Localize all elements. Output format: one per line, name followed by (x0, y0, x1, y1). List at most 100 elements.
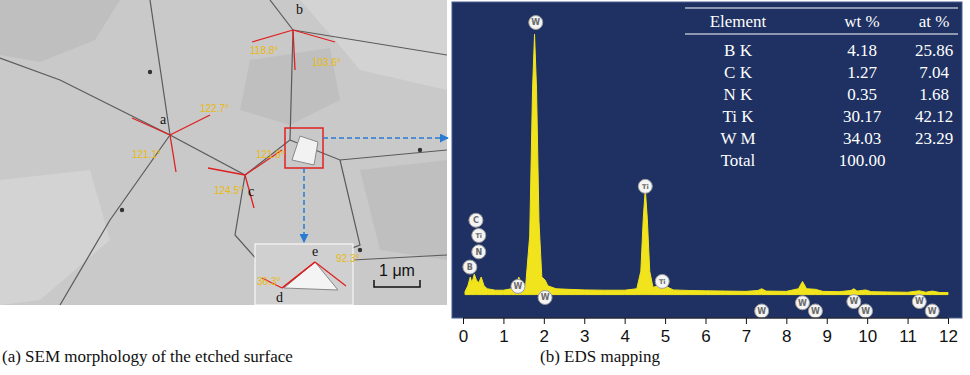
peak-badge (469, 213, 483, 227)
angle-label: 122.7° (200, 103, 229, 114)
x-tick: 11 (899, 318, 917, 346)
caption: (a) SEM morphology of the etched surface (2, 347, 293, 366)
peak-annotation: W (847, 295, 861, 309)
table-cell: 100.00 (839, 151, 886, 170)
x-tick-label: 10 (858, 327, 877, 346)
peak-annotation: W (511, 279, 525, 293)
table-cell: B K (724, 41, 753, 60)
peak-label: N (475, 248, 482, 257)
x-tick-mark (706, 318, 707, 324)
peak-annotation: Ti (638, 179, 652, 193)
peak-annotation: Ti (472, 228, 486, 242)
grain-boundary (170, 135, 245, 175)
angle-label: 124.5° (214, 185, 243, 196)
x-tick-label: 12 (939, 327, 958, 346)
x-tick-mark (948, 318, 949, 324)
grain-shade (0, 0, 120, 62)
angle-label: 121.1° (132, 149, 161, 160)
x-tick-mark (463, 318, 464, 324)
x-tick-mark (786, 318, 787, 324)
table-cell: 1.68 (919, 85, 949, 104)
junction-label: d (276, 290, 283, 305)
peak-badge (925, 304, 939, 318)
junction-label: a (160, 112, 167, 127)
table-cell: 34.03 (843, 129, 881, 148)
x-tick: 6 (701, 318, 710, 346)
peak-label: B (467, 263, 473, 272)
figure: a122.7°121.1°b118.8°103.6°c121.8°124.5°d… (0, 0, 970, 375)
angle-ray (170, 135, 176, 172)
table-header: at % (919, 12, 950, 31)
angle-ray (252, 30, 293, 42)
peak-label: W (531, 18, 540, 27)
angle-label: 103.6° (312, 57, 341, 68)
angle-label: 118.8° (250, 45, 278, 56)
peak-annotation: Ti (655, 274, 669, 288)
particle (292, 136, 318, 165)
x-tick: 5 (661, 318, 670, 346)
peak-label: W (811, 307, 820, 316)
grain-boundary (270, 0, 293, 30)
peak-annotation: W (925, 304, 939, 318)
table-cell: 23.29 (915, 129, 953, 148)
peak-annotation: B (463, 260, 477, 274)
x-tick-label: 3 (580, 327, 589, 346)
junction-label: b (296, 2, 303, 17)
table-header: Element (710, 12, 767, 31)
inset-particle (284, 262, 338, 290)
junction-label: c (248, 184, 254, 199)
peak-annotation: W (796, 296, 810, 310)
x-tick-mark (544, 318, 545, 324)
arrow (303, 168, 305, 242)
angle-label: 92.3° (336, 253, 359, 264)
peak-annotation: W (808, 304, 822, 318)
angle-ray (315, 262, 346, 286)
grain-boundary (150, 0, 170, 135)
peak-label: W (915, 297, 924, 306)
peak-badge (472, 245, 486, 259)
angle-ray (170, 115, 210, 135)
scale-bar-label: 1 μm (379, 262, 415, 279)
grain-shade (360, 160, 447, 260)
table-cell: 25.86 (915, 41, 953, 60)
table-cell: 30.17 (843, 107, 882, 126)
grain-shade (0, 170, 110, 305)
x-tick-mark (625, 318, 626, 324)
annotations: BNTiCWWWTiTiWWWWWWW (463, 15, 939, 317)
peak-badge (472, 228, 486, 242)
spectrum (465, 34, 948, 294)
angle-ray (293, 30, 295, 70)
x-tick-label: 6 (701, 327, 710, 346)
grain-boundary (293, 30, 447, 55)
angle-ray (245, 175, 254, 208)
x-tick-mark (827, 318, 828, 324)
pore (418, 148, 422, 152)
x-tick-label: 2 (540, 327, 549, 346)
grain-boundary (245, 30, 293, 175)
peak-annotation: W (529, 15, 543, 29)
peak-annotation: N (472, 245, 486, 259)
x-tick: 12 (939, 318, 958, 346)
x-tick-label: 1 (499, 327, 508, 346)
sem-panel: a122.7°121.1°b118.8°103.6°c121.8°124.5°d… (0, 0, 447, 305)
x-tick: 4 (620, 318, 629, 346)
peak-label: W (861, 307, 870, 316)
x-tick: 10 (858, 318, 877, 346)
x-tick-label: 11 (899, 327, 917, 346)
peak-label: Ti (475, 232, 482, 240)
peak-annotation: W (912, 295, 926, 309)
peak-annotation: W (755, 304, 769, 318)
peak-label: W (849, 297, 858, 306)
table-cell: Ti K (722, 107, 754, 126)
x-tick: 0 (459, 318, 468, 346)
peak-badge (796, 296, 810, 310)
table-cell: 42.12 (915, 107, 953, 126)
x-tick-mark (665, 318, 666, 324)
sem-image (0, 0, 447, 305)
angle-ray (293, 30, 335, 42)
x-tick-mark (908, 318, 909, 324)
x-tick-label: 7 (742, 327, 751, 346)
peak-badge (529, 15, 543, 29)
angle-label: 36.3° (257, 276, 280, 287)
peak-annotation: W (859, 304, 873, 318)
